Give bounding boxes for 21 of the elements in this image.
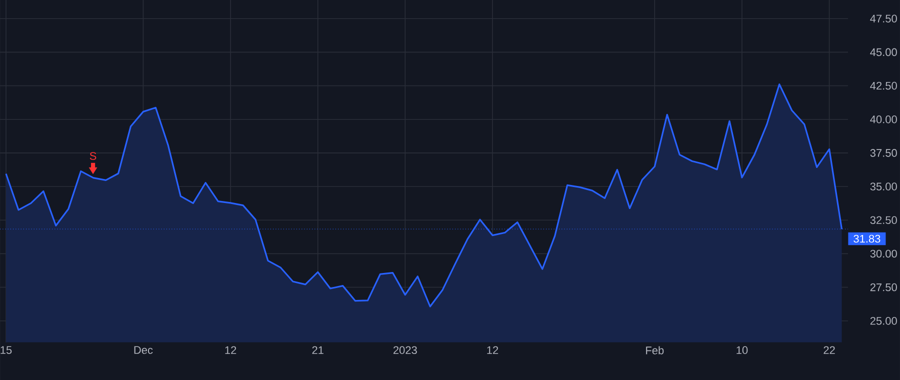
x-tick-label: 15	[0, 346, 12, 354]
y-tick-label: 25.00	[870, 316, 897, 325]
y-tick-label: 30.00	[870, 250, 897, 258]
x-tick-label: 12	[225, 346, 236, 354]
x-tick-label: 2023	[393, 346, 417, 354]
annotation: S	[90, 152, 96, 160]
y-tick-label: 40.00	[870, 115, 897, 124]
x-tick-label: Feb	[646, 346, 664, 354]
x-tick-label: 22	[824, 346, 835, 354]
y-tick-label: 47.50	[870, 14, 897, 22]
y-tick-label: 32.50	[870, 216, 897, 224]
ref-line-label: 31.83	[854, 234, 880, 243]
y-tick-label: 35.00	[870, 182, 897, 190]
y-tick-label: 37.50	[870, 149, 897, 157]
x-tick-label: Dec	[134, 346, 153, 354]
x-tick-label: 21	[312, 346, 324, 354]
x-tick-label: 10	[736, 346, 748, 354]
y-tick-label: 27.50	[870, 283, 897, 292]
x-tick-label: 12	[487, 346, 498, 354]
y-tick-label: 45.00	[870, 48, 897, 56]
y-tick-label: 42.50	[870, 82, 897, 90]
